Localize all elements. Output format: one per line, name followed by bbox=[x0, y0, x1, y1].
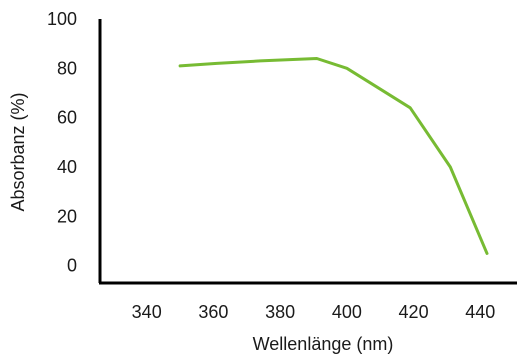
series-line bbox=[178, 57, 489, 255]
y-tick-labels: 0 20 40 60 80 100 bbox=[47, 9, 77, 276]
x-tick-label: 380 bbox=[265, 302, 295, 322]
x-axis-title: Wellenlänge (nm) bbox=[253, 334, 394, 354]
y-tick-label: 20 bbox=[57, 206, 77, 226]
x-tick-label: 440 bbox=[465, 302, 495, 322]
y-tick-label: 80 bbox=[57, 58, 77, 78]
y-tick-label: 100 bbox=[47, 9, 77, 29]
y-tick-label: 60 bbox=[57, 108, 77, 128]
y-tick-label: 0 bbox=[67, 256, 77, 276]
x-tick-label: 400 bbox=[332, 302, 362, 322]
x-tick-label: 420 bbox=[399, 302, 429, 322]
x-tick-label: 340 bbox=[132, 302, 162, 322]
x-tick-label: 360 bbox=[198, 302, 228, 322]
series-layer bbox=[178, 57, 489, 255]
x-tick-labels: 340 360 380 400 420 440 bbox=[132, 302, 496, 322]
y-axis-title: Absorbanz (%) bbox=[8, 92, 28, 211]
y-tick-label: 40 bbox=[57, 157, 77, 177]
